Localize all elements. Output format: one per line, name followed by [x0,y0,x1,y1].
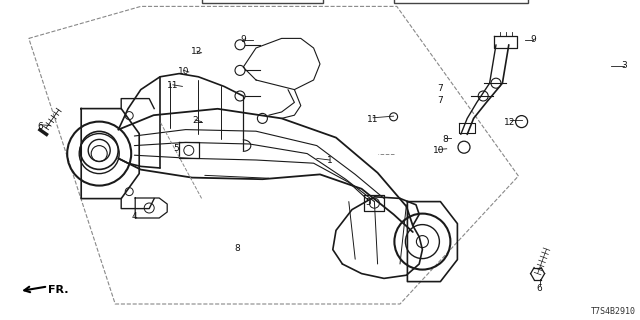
Text: 12: 12 [504,118,516,127]
Text: 10: 10 [178,67,189,76]
Text: 4: 4 [132,212,137,220]
Text: 8: 8 [234,244,239,252]
Text: 11: 11 [167,81,179,90]
Text: 7: 7 [438,84,443,92]
Text: 11: 11 [367,115,379,124]
Text: 10: 10 [433,146,444,155]
Text: 9: 9 [241,35,246,44]
Text: 6: 6 [38,122,43,131]
Bar [202,0,323,3]
Text: 3: 3 [621,61,627,70]
Text: 8: 8 [442,135,447,144]
Text: 12: 12 [191,47,203,56]
Text: 1: 1 [327,156,332,164]
Text: 2: 2 [193,116,198,124]
Text: 5: 5 [173,144,179,153]
Text: T7S4B2910: T7S4B2910 [591,307,636,316]
Bar [394,0,528,3]
Text: 6: 6 [537,284,542,293]
Text: 7: 7 [438,96,443,105]
Text: 9: 9 [531,35,536,44]
Text: FR.: FR. [48,284,68,295]
Text: 5: 5 [365,198,371,207]
